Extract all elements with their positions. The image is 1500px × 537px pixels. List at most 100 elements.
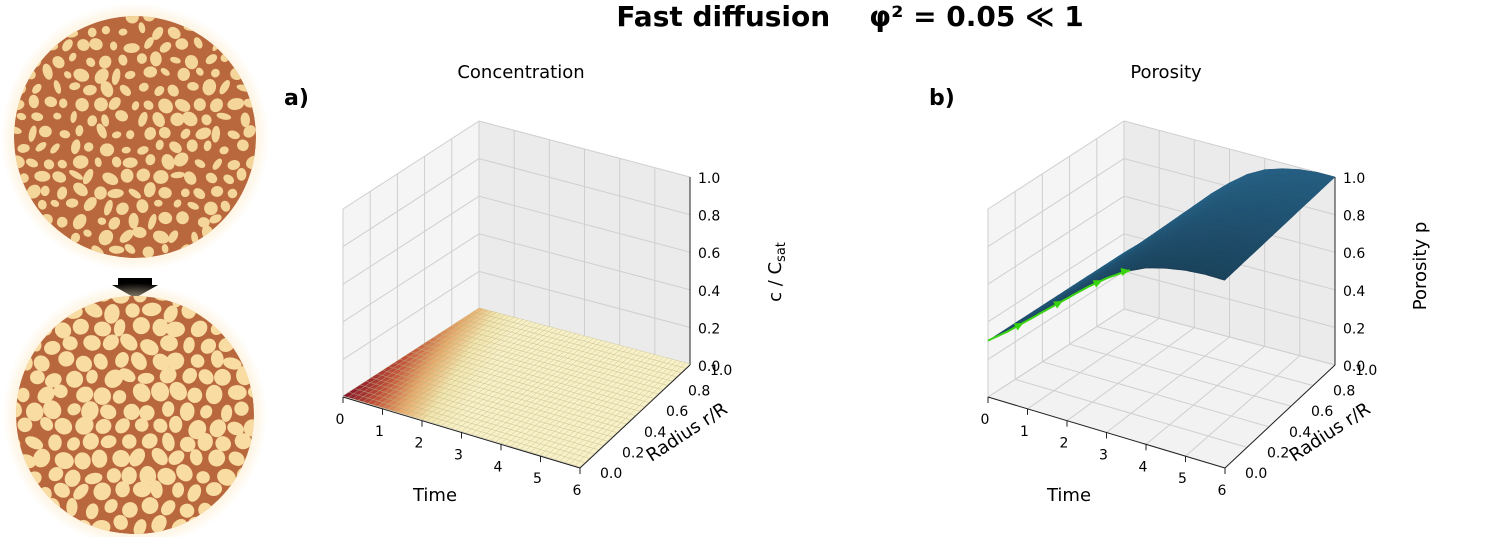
surface-cell xyxy=(1322,175,1336,183)
foam-pore xyxy=(123,403,140,420)
foam-pore xyxy=(106,468,122,483)
foam-pore xyxy=(128,212,139,229)
foam-pore xyxy=(144,37,154,49)
foam-pore xyxy=(124,244,136,254)
foam-pore xyxy=(66,370,84,388)
side-pane xyxy=(988,121,1124,397)
z-gridline-back xyxy=(1123,270,1336,328)
foam-pore xyxy=(151,515,167,533)
surface-cell xyxy=(680,362,691,369)
foam-pore xyxy=(219,146,229,155)
foam-pore xyxy=(221,404,233,422)
foam-pore xyxy=(186,139,198,152)
x-gridline-floor xyxy=(1145,345,1266,445)
foam-pore xyxy=(216,112,232,120)
foam-pore xyxy=(116,202,129,215)
foam-pore xyxy=(158,126,171,139)
foam-pore xyxy=(211,68,220,78)
foam-pore xyxy=(118,28,128,36)
foam-pore xyxy=(246,324,254,337)
foam-pore xyxy=(193,98,206,111)
foam-pore xyxy=(145,154,156,166)
foam-pore xyxy=(59,130,71,139)
z-tick-label: 0.6 xyxy=(1343,246,1365,262)
foam-pore xyxy=(125,16,139,24)
foam-pore xyxy=(70,232,81,243)
foam-pore xyxy=(170,171,185,179)
foam-pore xyxy=(98,229,114,246)
foam-pore xyxy=(67,403,81,416)
foam-pore xyxy=(173,152,189,167)
foam-pore xyxy=(193,37,203,49)
foam-pore xyxy=(212,158,223,170)
foam-pore xyxy=(128,188,142,199)
z-tick-label: 0.4 xyxy=(1343,284,1365,300)
foam-pore xyxy=(104,199,113,216)
foam-pore xyxy=(44,340,61,355)
foam-pore xyxy=(25,436,44,450)
foam-pore xyxy=(130,352,147,371)
x-gridline-floor xyxy=(1106,336,1230,433)
foam-pore xyxy=(85,503,99,520)
foam-pore xyxy=(94,68,109,84)
foam-pore xyxy=(94,157,102,168)
foam-pore xyxy=(37,386,55,404)
foam-pore xyxy=(179,402,195,421)
foam-pore xyxy=(228,16,244,23)
foam-pore xyxy=(83,335,101,351)
foam-pore xyxy=(16,308,24,322)
foam-pore xyxy=(81,401,99,421)
foam-pore xyxy=(91,449,108,468)
foam-pore xyxy=(33,448,51,468)
foam-pore xyxy=(41,16,50,25)
foam-pore xyxy=(141,433,158,449)
foam-pore xyxy=(209,419,227,438)
foam-pore xyxy=(191,231,199,245)
z-gridline-side xyxy=(342,195,480,285)
foam-pore xyxy=(246,216,256,231)
foam-pore xyxy=(124,70,136,80)
foam-pore xyxy=(122,157,138,168)
foam-pore xyxy=(139,466,157,486)
x-tick-label: 6 xyxy=(573,483,582,499)
foam-pore xyxy=(198,369,214,385)
foam-pore xyxy=(53,296,69,302)
foam-pore xyxy=(159,42,172,53)
foam-pore xyxy=(167,26,181,39)
y-tick-label: 0.0 xyxy=(1245,466,1267,482)
foam-pore xyxy=(169,141,182,154)
foam-pore xyxy=(217,468,236,486)
foam-pore xyxy=(158,187,172,199)
foam-pore xyxy=(132,383,151,402)
foam-pore xyxy=(50,199,60,207)
foam-pore xyxy=(119,229,134,243)
foam-pore xyxy=(93,387,112,405)
z-gridline-back xyxy=(478,195,691,253)
porosity-zlabel: Porosity p xyxy=(1410,222,1431,310)
concentration-ticks: 01234560.00.20.40.60.81.00.00.20.40.60.8… xyxy=(336,171,733,499)
foam-pore xyxy=(50,143,60,154)
y-axis-line xyxy=(1224,364,1336,469)
foam-pore xyxy=(30,370,45,385)
foam-pore xyxy=(87,27,97,38)
foam-pore xyxy=(16,387,30,403)
foam-pore xyxy=(112,390,127,404)
z-tick-label: 0.8 xyxy=(698,209,720,225)
foam-pore xyxy=(101,114,110,127)
foam-pore xyxy=(219,80,230,95)
x-tick-label: 5 xyxy=(533,471,542,487)
y-tick-label: 0.2 xyxy=(622,445,644,461)
foam-pore xyxy=(115,481,130,498)
foam-pore xyxy=(187,201,199,210)
x-tick-label: 1 xyxy=(375,424,384,440)
x-tick-label: 4 xyxy=(1139,459,1148,475)
foam-pore xyxy=(115,418,130,434)
foam-pore xyxy=(244,243,255,254)
foam-pore xyxy=(136,199,149,213)
foam-pore xyxy=(187,484,202,502)
x-tick-label: 6 xyxy=(1218,483,1227,499)
foam-pore xyxy=(72,155,89,169)
foam-pore xyxy=(243,519,254,534)
foam-pore xyxy=(111,131,122,139)
foam-pore xyxy=(197,433,213,451)
